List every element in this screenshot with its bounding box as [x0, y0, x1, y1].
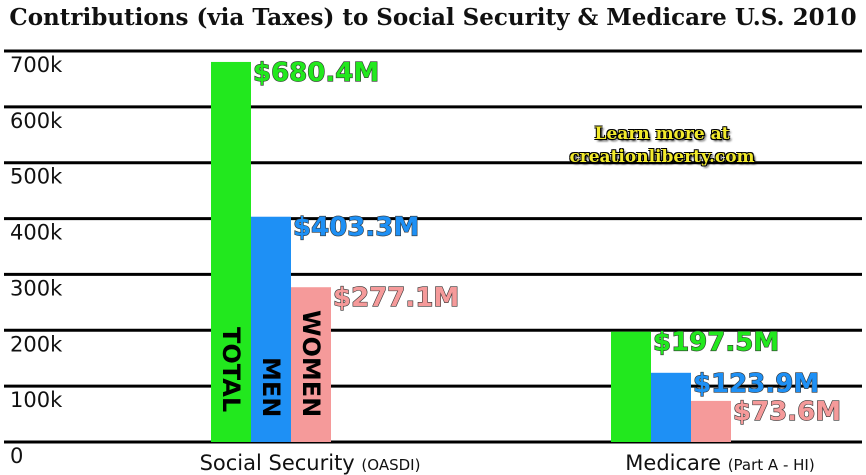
y-tick-label: 700k	[10, 53, 63, 77]
watermark-annotation: Learn more at creationliberty.com	[557, 123, 767, 169]
bar	[251, 216, 291, 442]
x-category-label: Social Security (OASDI)	[200, 451, 421, 475]
category-subtitle: (Part A - HI)	[728, 456, 815, 474]
y-tick-label: 100k	[10, 388, 63, 412]
data-label: $403.3M	[293, 213, 419, 243]
data-label: $197.5M	[653, 328, 779, 358]
y-tick-label: 0	[10, 444, 23, 468]
bar	[291, 287, 331, 442]
chart-title: Contributions (via Taxes) to Social Secu…	[9, 4, 857, 31]
bar-text: WOMEN	[297, 310, 325, 417]
annotation-line-1: Learn more at	[594, 124, 730, 144]
y-tick-label: 300k	[10, 276, 63, 300]
data-label: $680.4M	[253, 58, 379, 88]
bar	[611, 331, 651, 442]
bar-text: MEN	[257, 357, 285, 417]
bar	[651, 372, 691, 442]
data-label: $73.6M	[733, 397, 841, 427]
data-label: $123.9M	[693, 369, 819, 399]
bar	[691, 400, 731, 442]
category-name: Social Security	[200, 451, 362, 475]
category-subtitle: (OASDI)	[361, 456, 420, 474]
y-tick-label: 500k	[10, 165, 63, 189]
y-tick-label: 400k	[10, 221, 63, 245]
bar	[211, 61, 251, 443]
y-tick-label: 200k	[10, 332, 63, 356]
x-category-label: Medicare (Part A - HI)	[625, 451, 814, 475]
bar-text: TOTAL	[217, 327, 245, 412]
data-label: $277.1M	[333, 283, 459, 313]
y-tick-label: 600k	[10, 109, 63, 133]
annotation-line-2: creationliberty.com	[569, 147, 755, 167]
category-name: Medicare	[625, 451, 727, 475]
